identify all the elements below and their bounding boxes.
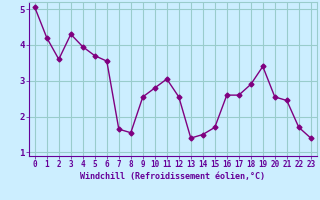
- X-axis label: Windchill (Refroidissement éolien,°C): Windchill (Refroidissement éolien,°C): [80, 172, 265, 181]
